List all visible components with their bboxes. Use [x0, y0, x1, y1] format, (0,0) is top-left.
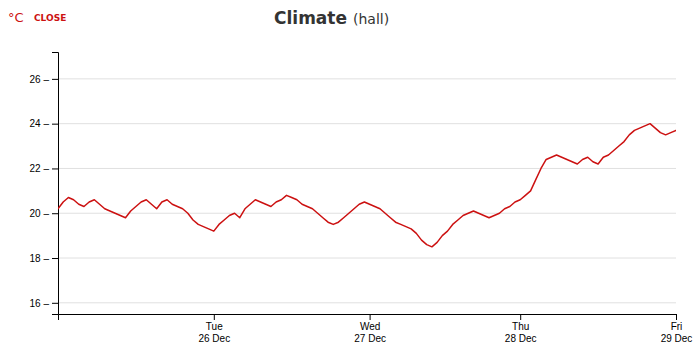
x-tick-mark: [214, 314, 215, 320]
x-tick-label: Fri29 Dec: [661, 321, 693, 344]
x-tick-mark: [370, 314, 371, 320]
marks: [58, 124, 676, 247]
x-axis: Tue26 Dec Wed27 Dec Thu28 Dec Fri29 Dec: [59, 314, 693, 344]
y-tick-mark: [52, 213, 58, 214]
line: [58, 124, 676, 247]
grid: [58, 79, 676, 303]
x-tick-mark: [520, 314, 521, 320]
x-tick: Thu28 Dec: [505, 314, 537, 344]
y-tick-label: 16 –: [30, 298, 50, 309]
y-tick: 18 –: [30, 253, 58, 264]
y-tick-mark: [52, 124, 58, 125]
x-tick: Tue26 Dec: [198, 314, 230, 344]
x-tick-label-line: Thu: [512, 321, 529, 332]
y-axis: 16 – 18 – 20 – 22 – 24 – 26 –: [30, 53, 59, 315]
x-tick-mark: [676, 314, 677, 320]
x-tick-label: Tue26 Dec: [198, 321, 230, 344]
x-tick-label-line: 29 Dec: [661, 333, 693, 344]
plot: 16 – 18 – 20 – 22 – 24 – 26 – Tue26 Dec Wed27 D…: [30, 53, 693, 344]
y-tick-label: 26 –: [30, 74, 50, 85]
subtitle: (hall): [353, 11, 389, 27]
y-tick: 16 –: [30, 298, 58, 309]
y-tick-label: 22 –: [30, 163, 50, 174]
y-tick-mark: [52, 303, 58, 304]
y-tick: 26 –: [30, 74, 58, 85]
y-tick: 20 –: [30, 208, 58, 219]
x-tick-label-line: 27 Dec: [354, 333, 386, 344]
title-group: Climate (hall): [274, 8, 389, 28]
x-tick-label: Thu28 Dec: [505, 321, 537, 344]
grid-line: [58, 302, 676, 303]
x-tick: Wed27 Dec: [354, 314, 386, 344]
x-axis-line: [59, 315, 677, 321]
grid-line: [58, 78, 676, 79]
y-tick-label: 18 –: [30, 253, 50, 264]
grid-line: [58, 213, 676, 214]
y-tick: 24 –: [30, 118, 58, 129]
x-tick-label-line: 26 Dec: [198, 333, 230, 344]
annotation: CLOSE: [34, 13, 66, 23]
x-tick: Fri29 Dec: [661, 314, 693, 344]
grid-line: [58, 258, 676, 259]
chart: 16 – 18 – 20 – 22 – 24 – 26 – Tue26 Dec Wed27 D…: [0, 0, 700, 360]
y-tick-mark: [52, 79, 58, 80]
y-tick: 22 –: [30, 163, 58, 174]
grid-line: [58, 123, 676, 124]
x-tick-label-line: Fri: [671, 321, 683, 332]
title: Climate: [274, 8, 347, 28]
x-tick-label-line: Tue: [206, 321, 223, 332]
y-axis-title: °C: [8, 10, 24, 25]
y-axis-line: [52, 53, 59, 315]
x-tick-label: Wed27 Dec: [354, 321, 386, 344]
x-tick-label-line: 28 Dec: [505, 333, 537, 344]
x-tick-label-line: Wed: [360, 321, 380, 332]
y-tick-mark: [52, 168, 58, 169]
y-tick-label: 20 –: [30, 208, 50, 219]
y-tick-mark: [52, 258, 58, 259]
y-tick-label: 24 –: [30, 118, 50, 129]
grid-line: [58, 168, 676, 169]
